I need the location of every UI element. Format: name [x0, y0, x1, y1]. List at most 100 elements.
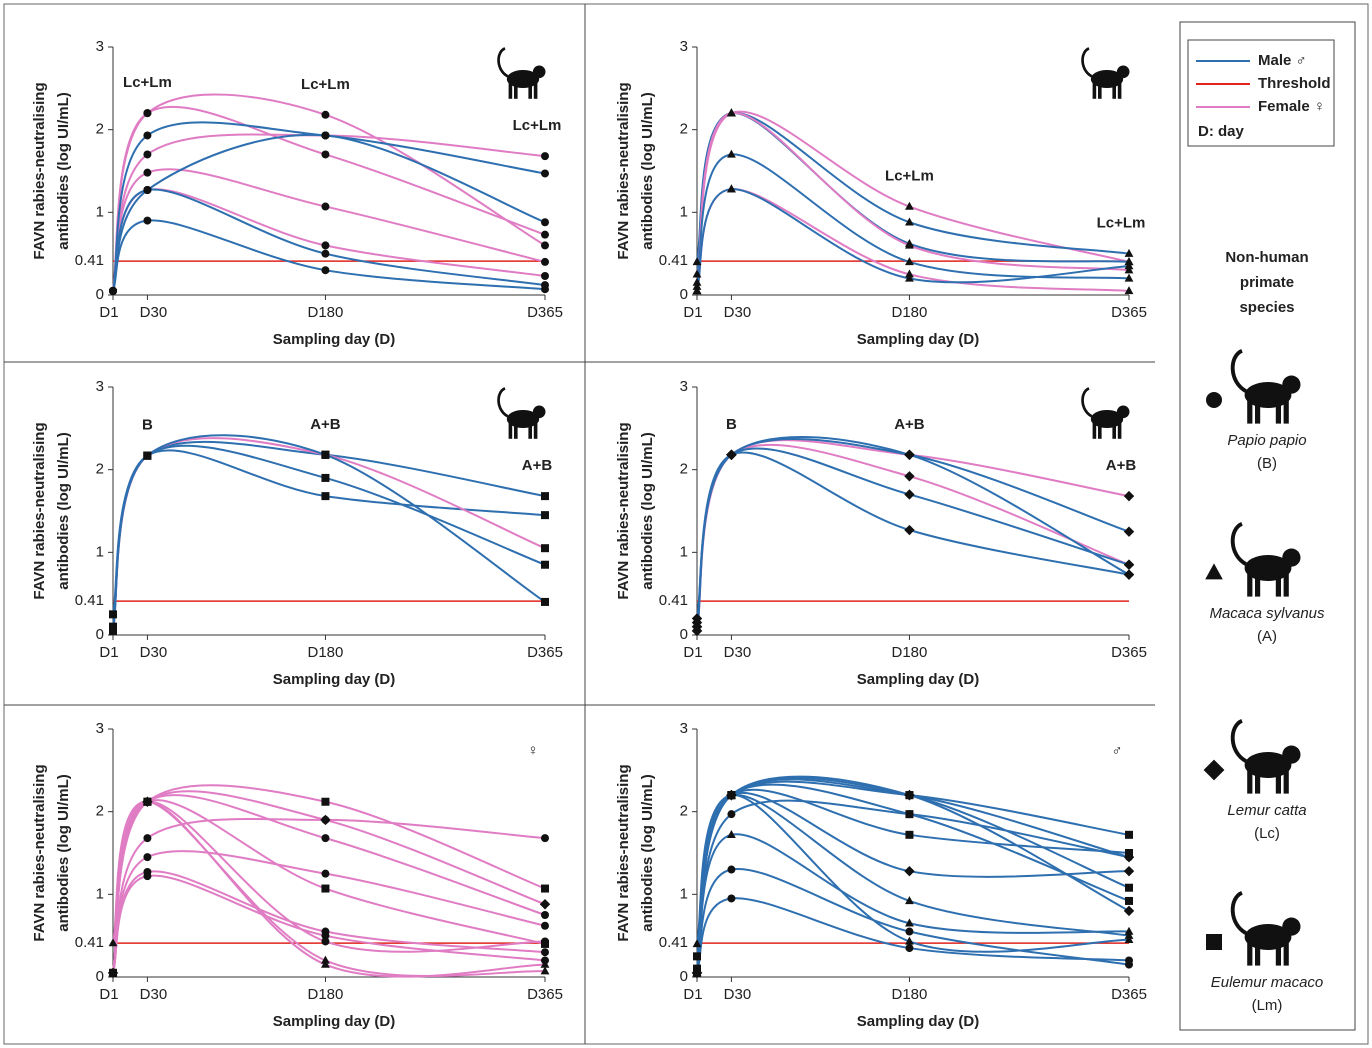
series-line	[113, 169, 545, 291]
icon-part	[533, 66, 546, 79]
icon-part	[1233, 721, 1246, 761]
x-axis-label: Sampling day (D)	[273, 1013, 396, 1030]
marker	[321, 250, 329, 258]
icon-part	[1284, 573, 1289, 596]
species-name: Papio papio	[1227, 432, 1306, 449]
icon-part	[1255, 942, 1260, 965]
annotation: B	[142, 417, 153, 434]
icon-part	[509, 423, 513, 439]
marker	[1124, 560, 1134, 570]
marker	[1124, 569, 1134, 579]
series-line	[113, 442, 545, 614]
y-axis-label: FAVN rabies-neutralising	[615, 764, 632, 941]
y-tick-label: 2	[680, 121, 688, 138]
marker	[143, 853, 151, 861]
species-heading: Non-human	[1225, 249, 1308, 266]
x-axis-label: Sampling day (D)	[273, 671, 396, 688]
marker	[321, 474, 329, 482]
y-tick-label: 3	[680, 720, 688, 737]
y-tick-label: 0	[680, 626, 688, 643]
annotation: A+B	[522, 457, 553, 474]
series-line	[697, 113, 1129, 274]
marker	[905, 810, 913, 818]
marker	[321, 451, 329, 459]
icon-part	[1083, 388, 1092, 416]
legend-note: D: day	[1198, 123, 1245, 140]
icon-part	[1247, 573, 1252, 596]
marker	[1125, 853, 1133, 861]
marker	[1124, 906, 1134, 916]
series-line	[113, 190, 545, 291]
marker	[321, 870, 329, 878]
x-tick-label: D1	[99, 304, 118, 321]
marker	[321, 798, 329, 806]
icon-part	[1276, 400, 1281, 423]
y-tick-label: 3	[96, 378, 104, 395]
series-line	[697, 898, 1129, 973]
marker	[904, 450, 914, 460]
marker	[541, 492, 549, 500]
icon-part	[1112, 423, 1116, 439]
marker	[320, 815, 330, 825]
x-tick-label: D30	[724, 644, 752, 661]
species-code: (Lc)	[1254, 825, 1280, 842]
icon-part	[528, 423, 532, 439]
icon-part	[1276, 573, 1281, 596]
marker	[1125, 897, 1133, 905]
annotation: B	[726, 416, 737, 433]
species-heading: species	[1239, 299, 1294, 316]
species-name: Eulemur macaco	[1211, 974, 1324, 991]
marker	[541, 231, 549, 239]
icon-part	[533, 406, 546, 419]
marker	[1124, 526, 1134, 536]
x-axis-label: Sampling day (D)	[857, 331, 980, 348]
marker	[1125, 831, 1133, 839]
threshold-label: 0.41	[659, 934, 688, 951]
x-tick-label: D1	[99, 644, 118, 661]
x-tick-label: D180	[308, 304, 344, 321]
x-tick-label: D30	[724, 304, 752, 321]
marker	[541, 285, 549, 293]
annotation: A+B	[894, 416, 925, 433]
x-tick-label: D180	[892, 644, 928, 661]
marker	[143, 186, 151, 194]
icon-part	[1098, 83, 1102, 99]
y-axis-label: antibodies (log UI/mL)	[639, 92, 656, 250]
y-tick-label: 1	[96, 543, 104, 560]
species-icon	[499, 48, 546, 98]
marker	[693, 952, 701, 960]
species-code: (Lm)	[1252, 997, 1283, 1014]
y-tick-label: 2	[96, 461, 104, 478]
marker	[143, 872, 151, 880]
marker	[541, 937, 549, 945]
y-axis-label: antibodies (log UI/mL)	[55, 432, 72, 590]
marker	[541, 218, 549, 226]
species-icon	[499, 388, 546, 438]
marker	[321, 241, 329, 249]
icon-part	[1247, 942, 1252, 965]
threshold-label: 0.41	[75, 252, 104, 269]
marker	[541, 922, 549, 930]
marker	[321, 131, 329, 139]
x-tick-label: D365	[527, 986, 563, 1003]
icon-part	[1276, 770, 1281, 793]
icon-part	[1247, 770, 1252, 793]
marker	[143, 217, 151, 225]
marker	[143, 798, 151, 806]
legend-label: Male ♂	[1258, 52, 1307, 69]
marker	[1206, 934, 1222, 950]
marker	[1125, 884, 1133, 892]
marker	[321, 111, 329, 119]
species-name: Lemur catta	[1227, 802, 1306, 819]
marker	[905, 928, 913, 936]
series-line	[113, 435, 545, 626]
y-tick-label: 2	[96, 121, 104, 138]
icon-part	[1282, 549, 1300, 567]
x-tick-label: D1	[683, 644, 702, 661]
y-axis-label: FAVN rabies-neutralising	[615, 82, 632, 259]
x-tick-label: D30	[140, 644, 168, 661]
x-tick-label: D180	[308, 986, 344, 1003]
marker	[321, 937, 329, 945]
y-tick-label: 3	[680, 38, 688, 55]
icon-part	[1233, 524, 1246, 564]
